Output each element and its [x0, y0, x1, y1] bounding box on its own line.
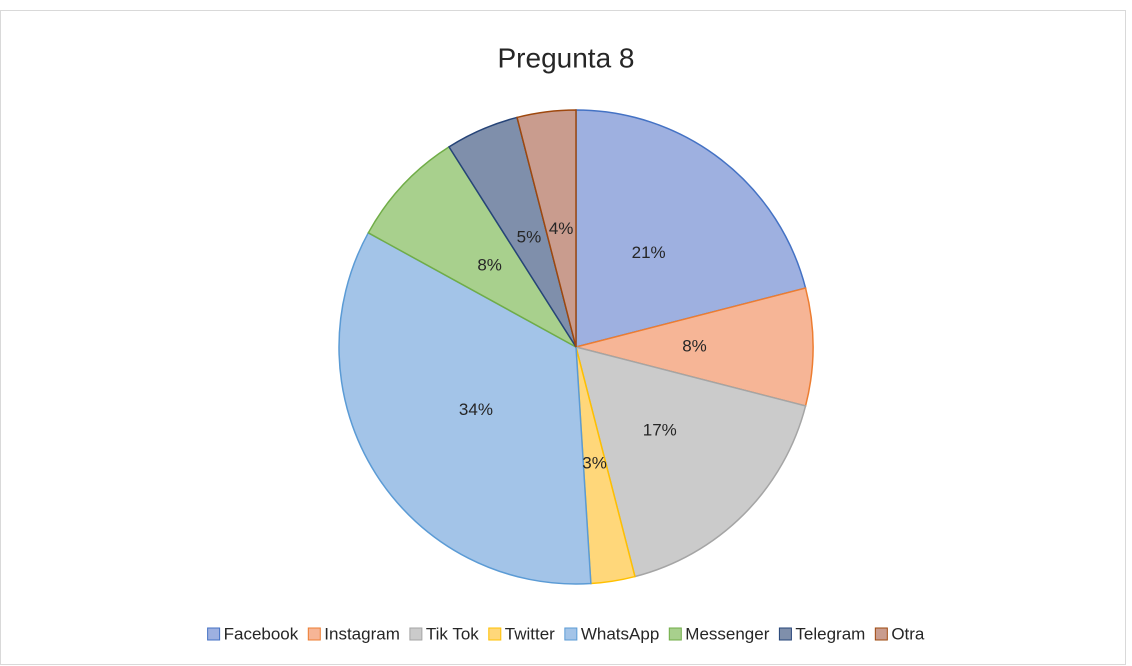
legend-swatch	[207, 627, 221, 641]
legend-label: Facebook	[224, 624, 299, 643]
legend-swatch	[488, 627, 502, 641]
data-label: 4%	[549, 219, 574, 238]
legend-swatch	[668, 627, 682, 641]
legend-swatch	[564, 627, 578, 641]
pie-slice	[575, 287, 814, 407]
legend-swatch	[874, 627, 888, 641]
legend-label: Otra	[891, 624, 925, 643]
legend-label: Telegram	[795, 624, 865, 643]
pie-slice	[516, 109, 577, 348]
data-label: 8%	[477, 255, 502, 274]
data-label: 21%	[632, 243, 666, 262]
data-label: 5%	[517, 228, 542, 247]
legend-label: Tik Tok	[426, 624, 479, 643]
legend-label: WhatsApp	[581, 624, 659, 643]
data-label: 3%	[582, 454, 607, 473]
legend-swatch	[307, 627, 321, 641]
pie-slice	[367, 145, 577, 348]
pie-slice	[574, 345, 807, 578]
legend-label: Instagram	[324, 624, 400, 643]
legend-label: Twitter	[505, 624, 555, 643]
data-label: 34%	[459, 400, 493, 419]
pie-slice	[575, 109, 807, 348]
legend-label: Messenger	[685, 624, 769, 643]
chart-title: Pregunta 8	[498, 42, 635, 73]
legend-swatch	[778, 627, 792, 641]
data-label: 17%	[643, 420, 677, 439]
legend-swatch	[409, 627, 423, 641]
data-label: 8%	[682, 336, 707, 355]
